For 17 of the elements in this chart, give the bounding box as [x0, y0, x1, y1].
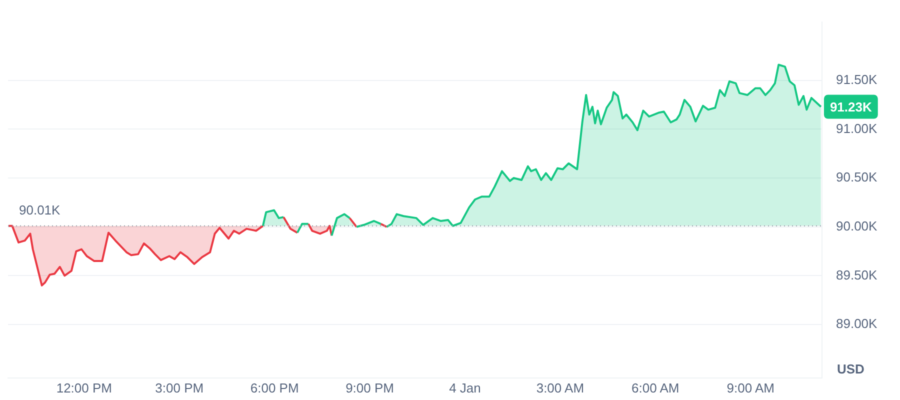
- x-tick-label: 3:00 AM: [536, 380, 584, 396]
- y-tick-label: 90.00K: [836, 218, 878, 234]
- x-tick-label: 4 Jan: [449, 380, 481, 396]
- y-tick-label: 91.50K: [836, 72, 878, 87]
- y-tick-label: 89.00K: [836, 316, 878, 332]
- annotation: 91.23K: [830, 99, 872, 114]
- y-tick-label: 91.00K: [836, 120, 878, 136]
- y-tick-label: 90.50K: [836, 170, 878, 185]
- x-tick-label: 9:00 AM: [726, 380, 774, 396]
- x-tick-label: 9:00 PM: [346, 380, 394, 396]
- y-tick-label: 89.50K: [836, 267, 878, 282]
- ref-line-label: 90.01K: [19, 202, 61, 218]
- y-axis-title: USD: [837, 361, 864, 376]
- x-tick-label: 6:00 AM: [632, 380, 680, 396]
- x-tick-label: 12:00 PM: [56, 380, 112, 396]
- x-tick-label: 6:00 PM: [250, 380, 299, 396]
- x-tick-label: 3:00 PM: [155, 380, 204, 396]
